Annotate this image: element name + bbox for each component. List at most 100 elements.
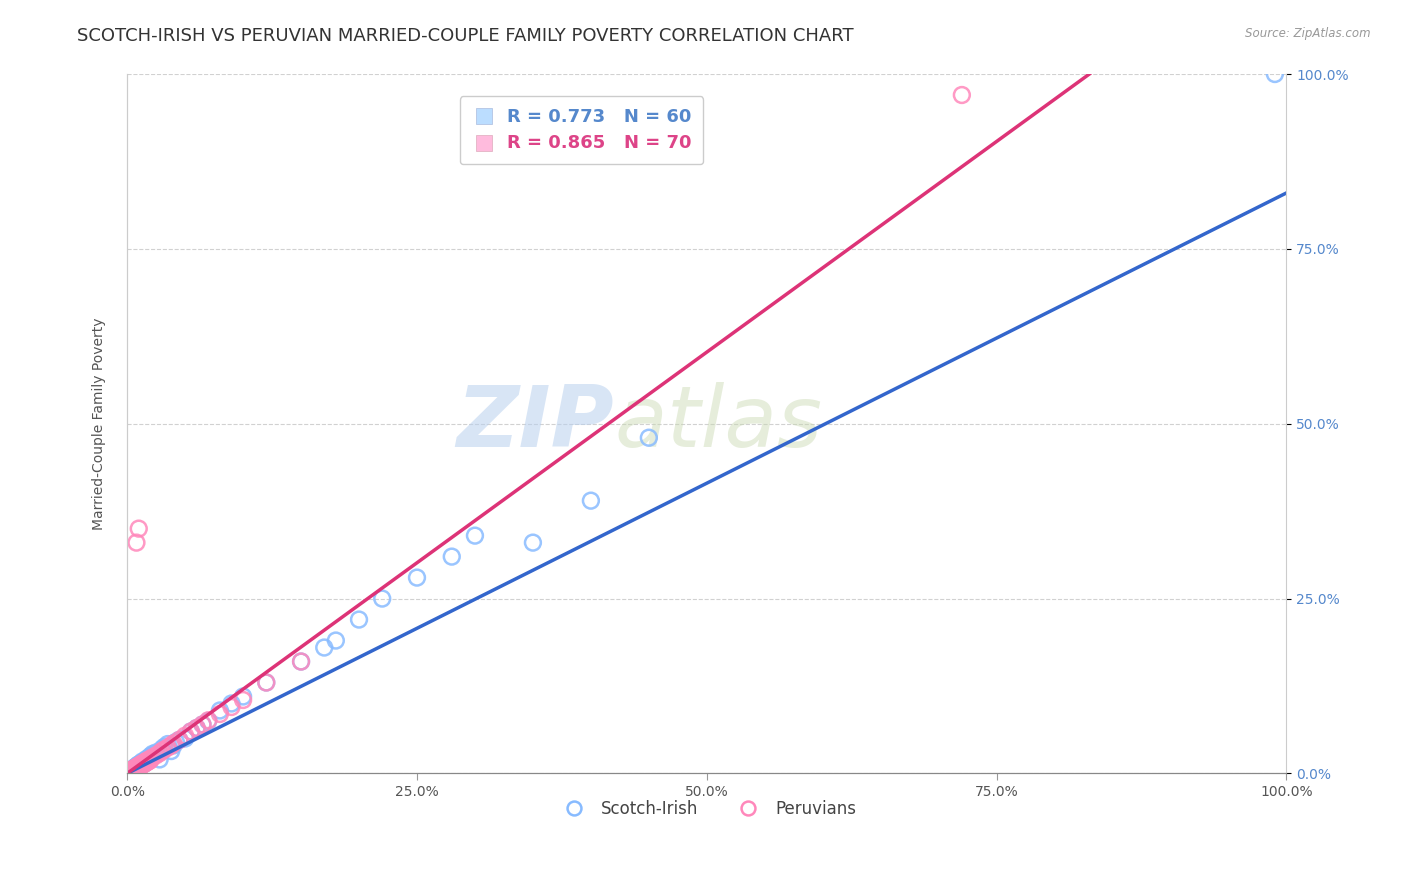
Point — [160, 744, 183, 758]
Point — [156, 740, 179, 755]
Point — [142, 750, 165, 764]
Point — [118, 765, 141, 780]
Point — [153, 739, 176, 754]
Y-axis label: Married-Couple Family Poverty: Married-Couple Family Poverty — [93, 318, 107, 530]
Point — [150, 742, 173, 756]
Point — [125, 759, 148, 773]
Point — [156, 737, 179, 751]
Point — [145, 746, 167, 760]
Point — [120, 765, 142, 780]
Point — [120, 764, 142, 778]
Point — [150, 744, 173, 758]
Point — [197, 713, 219, 727]
Point — [208, 704, 231, 718]
Point — [153, 742, 176, 756]
Point — [290, 655, 312, 669]
Point — [135, 756, 157, 770]
Point — [169, 732, 191, 747]
Point — [149, 746, 172, 760]
Point — [139, 748, 162, 763]
Point — [174, 729, 197, 743]
Point — [165, 735, 187, 749]
Point — [117, 765, 139, 780]
Text: ZIP: ZIP — [457, 383, 614, 466]
Point — [122, 762, 145, 776]
Point — [128, 757, 150, 772]
Point — [118, 765, 141, 780]
Point — [129, 757, 152, 772]
Text: atlas: atlas — [614, 383, 823, 466]
Point — [440, 549, 463, 564]
Point — [208, 706, 231, 721]
Point — [118, 764, 141, 779]
Point — [124, 762, 146, 776]
Point — [160, 739, 183, 753]
Point — [125, 760, 148, 774]
Point — [314, 640, 336, 655]
Point — [121, 763, 143, 777]
Point — [132, 757, 155, 772]
Point — [125, 535, 148, 549]
Point — [138, 754, 160, 768]
Point — [371, 591, 394, 606]
Point — [232, 693, 254, 707]
Point — [232, 690, 254, 704]
Point — [162, 739, 184, 753]
Point — [129, 758, 152, 772]
Point — [131, 756, 153, 771]
Text: SCOTCH-IRISH VS PERUVIAN MARRIED-COUPLE FAMILY POVERTY CORRELATION CHART: SCOTCH-IRISH VS PERUVIAN MARRIED-COUPLE … — [77, 27, 853, 45]
Point — [579, 493, 602, 508]
Point — [169, 732, 191, 747]
Point — [139, 752, 162, 766]
Point — [118, 765, 141, 780]
Point — [221, 697, 243, 711]
Point — [121, 764, 143, 779]
Point — [122, 764, 145, 778]
Point — [128, 758, 150, 772]
Point — [122, 761, 145, 775]
Point — [191, 717, 214, 731]
Point — [129, 758, 152, 772]
Text: Source: ZipAtlas.com: Source: ZipAtlas.com — [1246, 27, 1371, 40]
Point — [1264, 67, 1286, 81]
Point — [118, 764, 141, 779]
Point — [136, 755, 159, 769]
Point — [325, 633, 347, 648]
Point — [122, 762, 145, 776]
Point — [127, 760, 149, 774]
Point — [121, 764, 143, 778]
Point — [135, 754, 157, 768]
Point — [125, 761, 148, 775]
Point — [191, 717, 214, 731]
Point — [142, 747, 165, 761]
Point — [124, 762, 146, 776]
Point — [186, 721, 208, 735]
Point — [135, 755, 157, 769]
Point — [464, 528, 486, 542]
Point — [129, 759, 152, 773]
Point — [406, 571, 429, 585]
Point — [139, 753, 162, 767]
Point — [180, 724, 202, 739]
Point — [180, 724, 202, 739]
Point — [117, 765, 139, 780]
Point — [221, 700, 243, 714]
Point — [135, 752, 157, 766]
Point — [128, 760, 150, 774]
Point — [122, 764, 145, 778]
Point — [121, 763, 143, 777]
Point — [637, 431, 659, 445]
Point — [127, 761, 149, 775]
Point — [290, 655, 312, 669]
Point — [254, 675, 277, 690]
Point — [124, 762, 146, 776]
Legend: Scotch-Irish, Peruvians: Scotch-Irish, Peruvians — [551, 793, 863, 824]
Point — [122, 762, 145, 776]
Point — [128, 760, 150, 774]
Point — [125, 762, 148, 776]
Point — [149, 752, 172, 766]
Point — [120, 764, 142, 779]
Point — [124, 761, 146, 775]
Point — [128, 759, 150, 773]
Point — [136, 753, 159, 767]
